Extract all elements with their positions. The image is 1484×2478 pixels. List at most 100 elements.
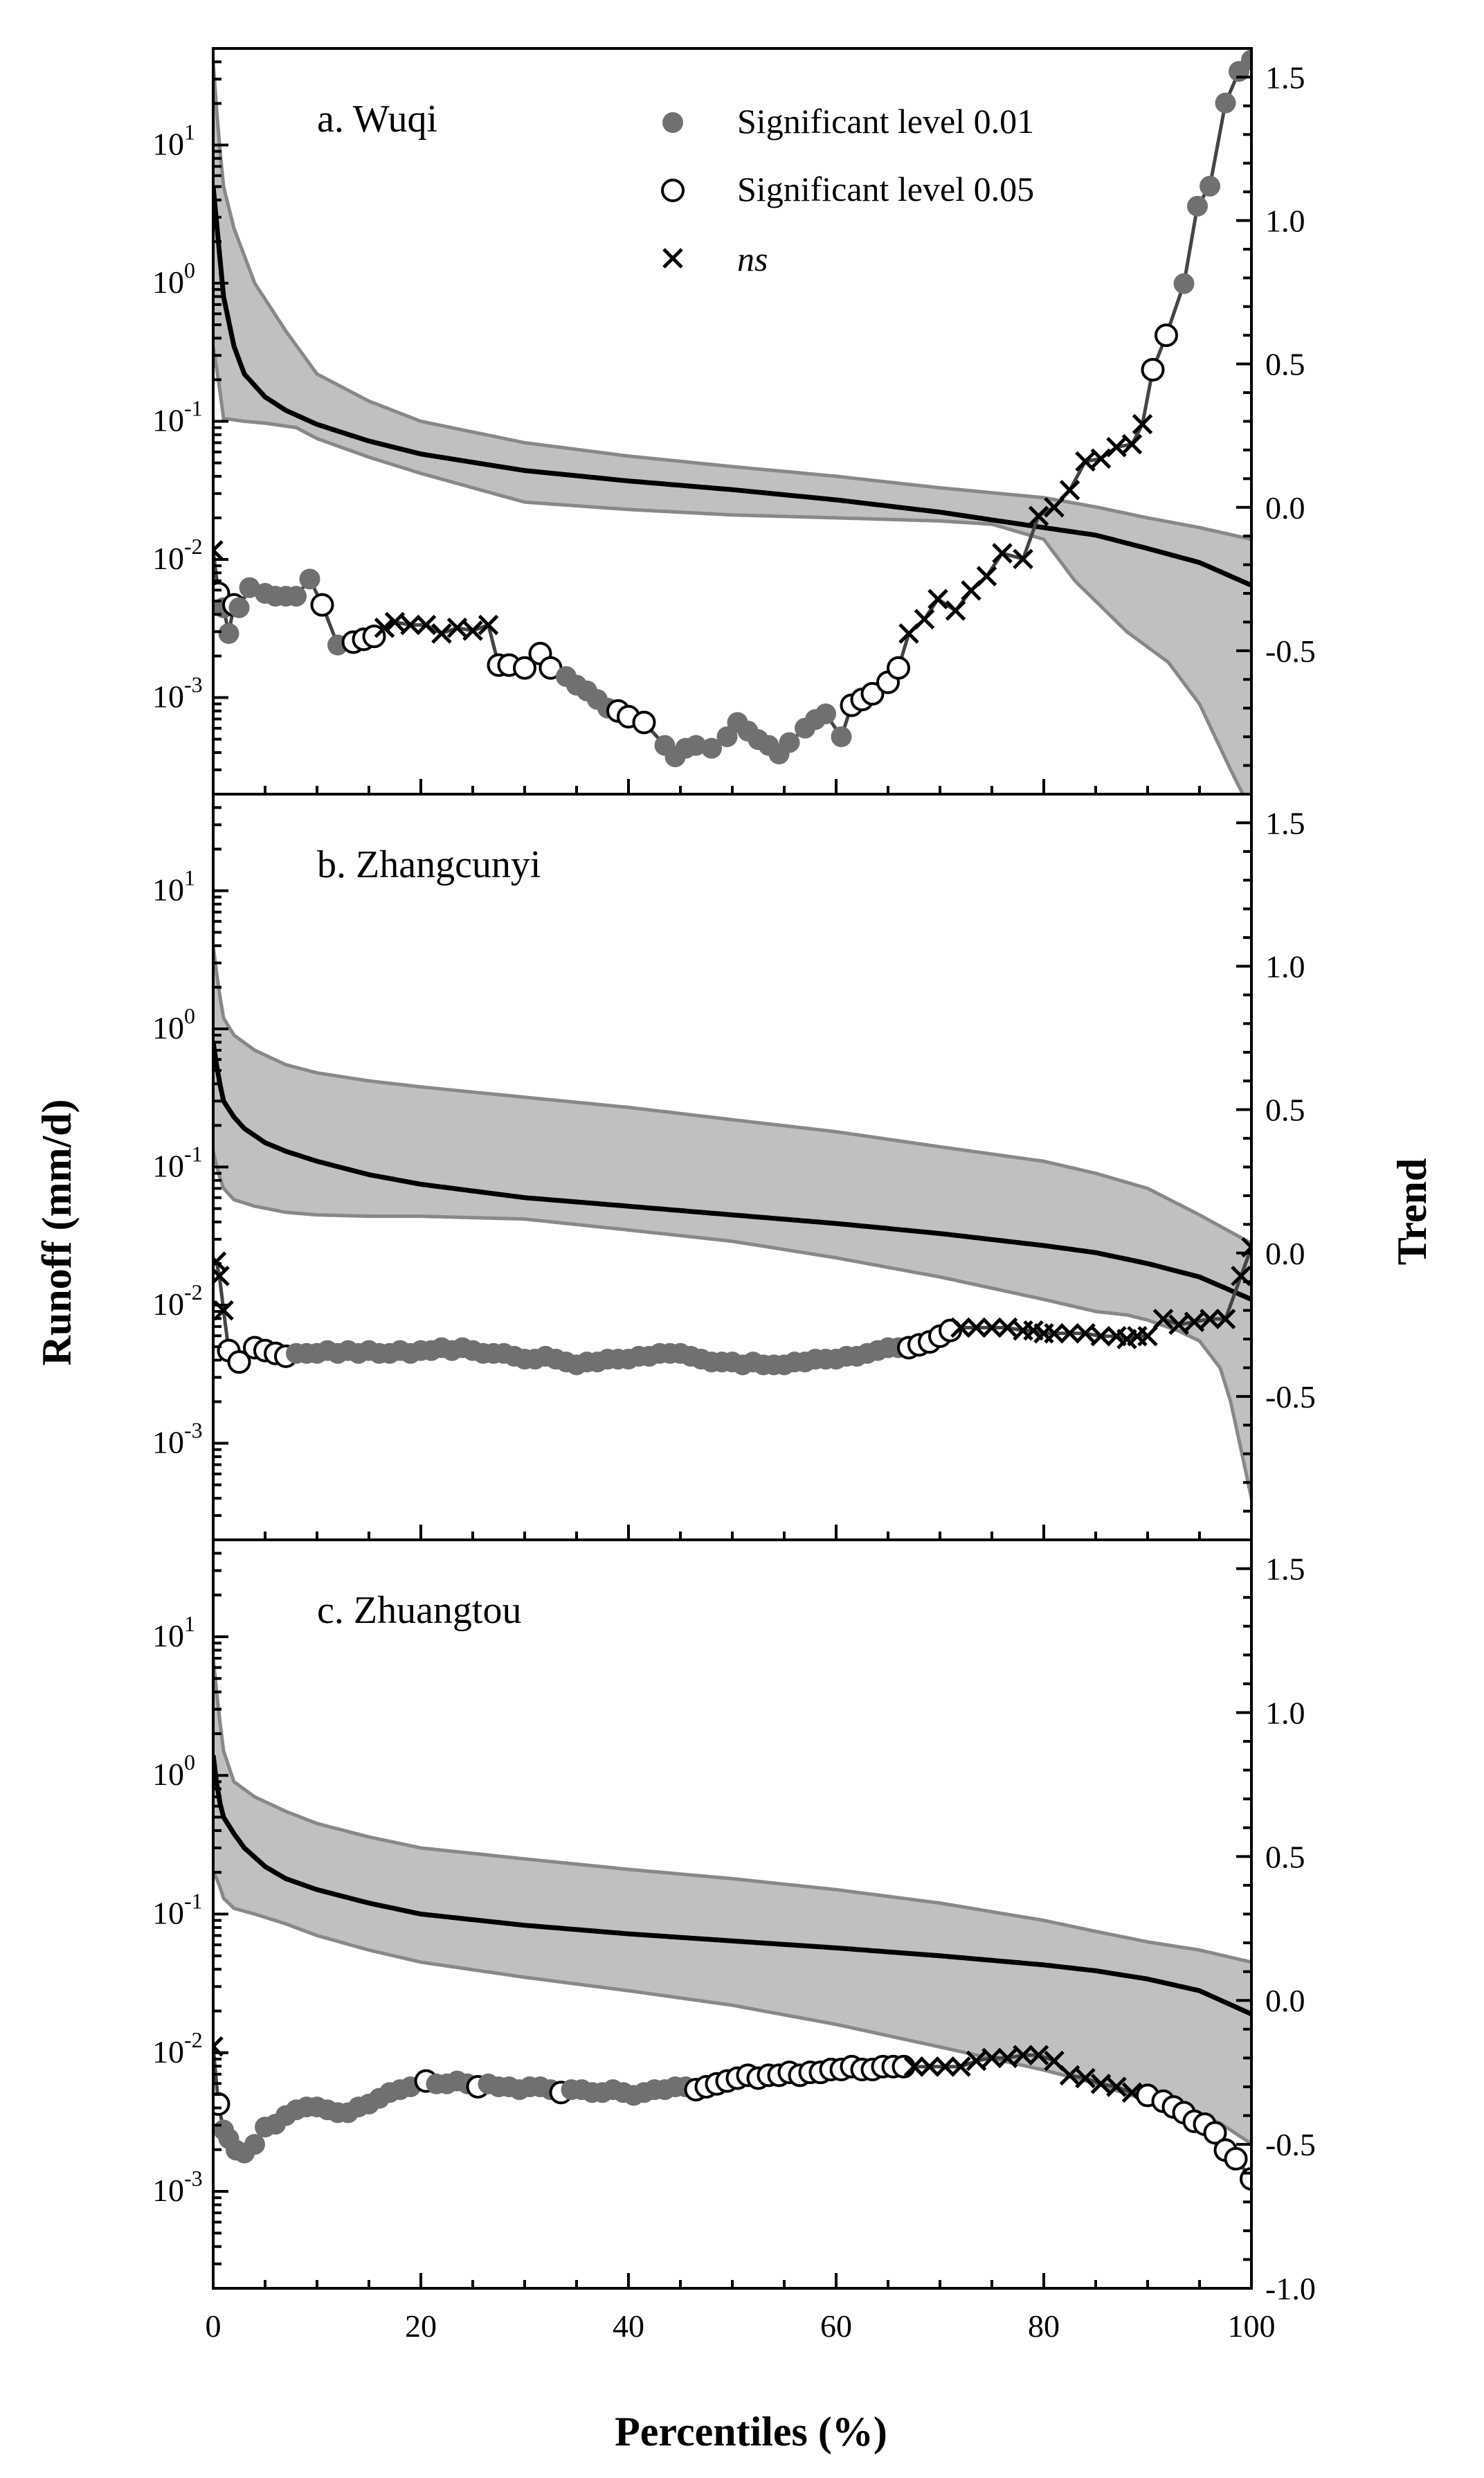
runoff-median-line xyxy=(213,186,1251,588)
right-tick-label: 1.0 xyxy=(1265,1695,1305,1730)
right-tick-label: 1.0 xyxy=(1265,204,1305,239)
trend-point-ns xyxy=(400,614,421,636)
trend-point-sig001 xyxy=(1173,273,1195,294)
left-tick-label: 10-3 xyxy=(152,1418,203,1460)
trend-point-sig001 xyxy=(1200,175,1220,197)
trend-point-sig005 xyxy=(227,1350,251,1374)
trend-point-sig001 xyxy=(1241,49,1251,71)
trend-point-ns xyxy=(1013,2045,1033,2065)
right-tick-label: -0.5 xyxy=(1265,2127,1316,2162)
trend-point-sig001 xyxy=(685,735,707,756)
plot-area xyxy=(213,1658,1251,2191)
runoff-lower-line xyxy=(213,345,1245,794)
trend-point-sig005 xyxy=(1224,2146,1248,2171)
runoff-upper-line xyxy=(213,1658,1251,1964)
y-axis-label-right: Trend xyxy=(1389,1158,1435,1265)
left-tick-label: 10-1 xyxy=(152,1142,203,1184)
trend-point-ns xyxy=(1028,2045,1049,2065)
left-tick-label: 101 xyxy=(152,865,195,907)
legend-marker-sig001 xyxy=(662,112,683,133)
trend-point-ns xyxy=(1059,2065,1080,2086)
trend-point-ns xyxy=(919,2056,940,2077)
trend-point-ns xyxy=(992,543,1013,564)
trend-point-ns xyxy=(950,1317,971,1338)
legend-label-ns: ns xyxy=(737,240,768,278)
left-tick-label: 101 xyxy=(152,1611,195,1653)
right-tick-label: 0.0 xyxy=(1265,490,1305,526)
runoff-range-band xyxy=(213,1658,1251,2144)
runoff-lower-line xyxy=(213,1151,1251,1499)
left-tick-label: 100 xyxy=(152,1750,195,1792)
x-tick-label: 20 xyxy=(405,2308,437,2344)
right-tick-label: 0.5 xyxy=(1265,347,1305,382)
trend-point-ns xyxy=(1215,1309,1236,1329)
runoff-upper-line xyxy=(213,62,1251,541)
left-tick-label: 10-2 xyxy=(152,1280,203,1322)
trend-point-ns xyxy=(1059,480,1080,501)
trend-point-ns xyxy=(446,617,468,638)
trend-point-ns xyxy=(1106,437,1127,458)
trend-point-sig005 xyxy=(310,593,334,617)
trend-point-ns xyxy=(1106,2076,1127,2097)
trend-point-ns xyxy=(384,611,406,633)
trend-point-ns xyxy=(1121,433,1143,455)
trend-point-ns xyxy=(462,620,483,641)
trend-point-sig005 xyxy=(1155,323,1178,348)
trend-point-ns xyxy=(997,2047,1018,2069)
trend-point-sig001 xyxy=(299,568,320,590)
x-tick-label: 40 xyxy=(613,2308,644,2344)
trend-point-sig005 xyxy=(513,656,536,680)
trend-point-sig001 xyxy=(701,737,722,759)
trend-point-ns xyxy=(1090,2074,1112,2094)
trend-point-ns xyxy=(1152,1309,1174,1329)
trend-point-ns xyxy=(950,2056,971,2077)
runoff-median-line xyxy=(213,1041,1251,1302)
left-tick-label: 10-3 xyxy=(152,672,203,715)
trend-point-ns xyxy=(1059,1322,1080,1344)
legend-marker-sig005 xyxy=(661,179,685,202)
left-tick-label: 101 xyxy=(152,119,195,161)
right-tick-label: -0.5 xyxy=(1265,1379,1316,1415)
panel-title: a. Wuqi xyxy=(317,98,437,141)
trend-point-sig001 xyxy=(1187,195,1208,217)
x-tick-label: 100 xyxy=(1228,2308,1276,2344)
right-tick-label: 0.5 xyxy=(1265,1093,1305,1128)
trend-point-ns xyxy=(914,609,935,630)
trend-point-sig001 xyxy=(239,577,260,598)
trend-point-sig005 xyxy=(1203,2121,1227,2145)
right-tick-label: 0.0 xyxy=(1265,1983,1305,2018)
runoff-range-band xyxy=(213,62,1251,794)
trend-point-sig001 xyxy=(218,623,239,645)
right-tick-label: 1.0 xyxy=(1265,949,1305,985)
right-tick-label: -1.0 xyxy=(1265,2271,1316,2306)
trend-point-sig005 xyxy=(1141,357,1165,381)
trend-point-ns xyxy=(1200,1309,1220,1329)
right-tick-label: 1.5 xyxy=(1265,1552,1305,1587)
trend-point-ns xyxy=(981,1317,1002,1338)
left-tick-label: 10-2 xyxy=(152,2027,203,2070)
trend-point-ns xyxy=(928,589,948,610)
trend-point-sig005 xyxy=(887,656,910,680)
right-tick-label: 1.5 xyxy=(1265,805,1305,841)
trend-point-ns xyxy=(1137,1326,1158,1347)
left-tick-label: 10-3 xyxy=(152,2166,203,2208)
trend-point-ns xyxy=(1075,2067,1096,2089)
trend-point-ns xyxy=(997,1317,1018,1338)
right-tick-label: 0.0 xyxy=(1265,1236,1305,1271)
runoff-range-band xyxy=(213,945,1251,1498)
trend-point-sig005 xyxy=(860,682,885,706)
left-tick-label: 100 xyxy=(152,1003,195,1045)
left-tick-label: 100 xyxy=(152,258,195,300)
trend-point-ns xyxy=(1090,448,1112,469)
x-tick-label: 60 xyxy=(820,2308,852,2344)
trend-point-sig005 xyxy=(892,2054,916,2079)
runoff-median-line xyxy=(213,1754,1251,2017)
trend-point-sig005 xyxy=(939,1318,962,1343)
x-tick-label: 80 xyxy=(1028,2308,1060,2344)
trend-point-ns xyxy=(1028,505,1049,526)
trend-point-sig001 xyxy=(779,732,800,753)
trend-point-ns xyxy=(966,1317,987,1338)
trend-point-ns xyxy=(934,2056,956,2077)
x-axis-label: Percentiles (%) xyxy=(615,2409,887,2454)
